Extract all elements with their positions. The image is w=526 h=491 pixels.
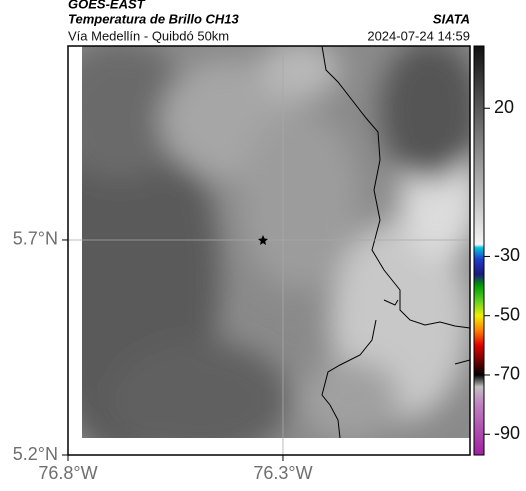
colorbar-tick-label: -30 [494, 245, 520, 265]
satellite-image [82, 46, 470, 438]
site-marker [258, 235, 268, 245]
colorbar-tick-label: 20 [494, 97, 514, 117]
colorbar-tick-label: -50 [494, 304, 520, 324]
x-tick-label: 76.3°W [253, 463, 312, 483]
x-tick-label: 76.8°W [38, 463, 97, 483]
route-label: Vía Medellín - Quibdó 50km [68, 28, 229, 43]
map-frame [67, 45, 471, 456]
y-tick-label: 5.2°N [13, 444, 58, 464]
satellite-name: GOES-EAST [68, 0, 146, 11]
colorbar [473, 45, 485, 456]
colorbar-tick-label: -70 [494, 364, 520, 384]
datetime-label: 2024-07-24 14:59 [367, 28, 470, 43]
product-title: Temperatura de Brillo CH13 [68, 11, 240, 26]
source-label: SIATA [433, 11, 470, 26]
colorbar-tick-label: -90 [494, 423, 520, 443]
y-tick-label: 5.7°N [13, 229, 58, 249]
